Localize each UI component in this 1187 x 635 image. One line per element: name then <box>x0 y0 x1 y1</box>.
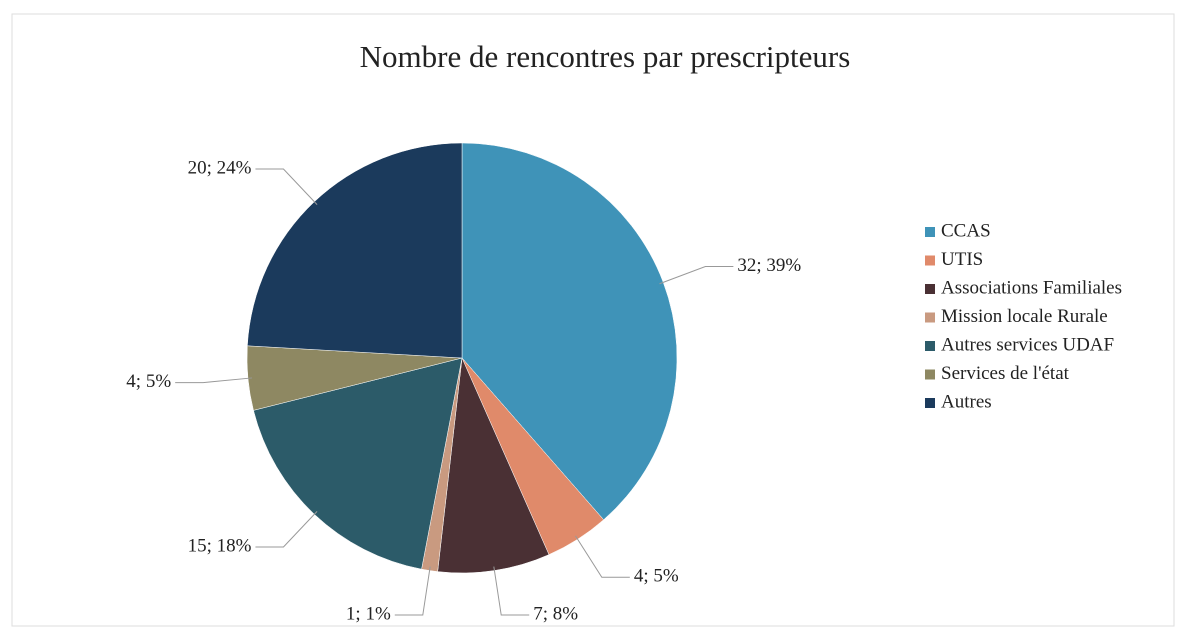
legend-swatch <box>925 398 935 408</box>
leader-line <box>659 266 734 285</box>
legend-swatch <box>925 255 935 266</box>
leader-line <box>255 168 318 205</box>
leader-line <box>575 535 630 578</box>
leader-line <box>255 511 318 548</box>
legend-label: Associations Familiales <box>941 277 1122 298</box>
leader-line <box>175 377 252 384</box>
legend-label: UTIS <box>941 249 983 270</box>
legend-swatch <box>925 227 935 237</box>
legend-swatch <box>925 369 935 380</box>
data-label: 4; 5% <box>126 371 171 392</box>
chart-title: Nombre de rencontres par prescripteurs <box>360 39 851 74</box>
data-label: 15; 18% <box>188 535 252 556</box>
data-label: 20; 24% <box>188 157 252 178</box>
legend-label: CCAS <box>941 220 991 241</box>
data-label: 4; 5% <box>634 566 679 587</box>
leader-line <box>394 566 431 616</box>
legend-swatch <box>925 312 935 323</box>
data-label: 1; 1% <box>346 603 391 624</box>
legend-swatch <box>925 284 935 294</box>
leader-line <box>493 566 530 616</box>
legend-swatch <box>925 341 935 351</box>
legend-label: Autres <box>941 391 992 412</box>
legend-label: Mission locale Rurale <box>941 306 1108 327</box>
legend-label: Autres services UDAF <box>941 334 1114 355</box>
data-label: 7; 8% <box>533 603 578 624</box>
legend-label: Services de l'état <box>941 363 1070 384</box>
data-label: 32; 39% <box>737 255 801 276</box>
